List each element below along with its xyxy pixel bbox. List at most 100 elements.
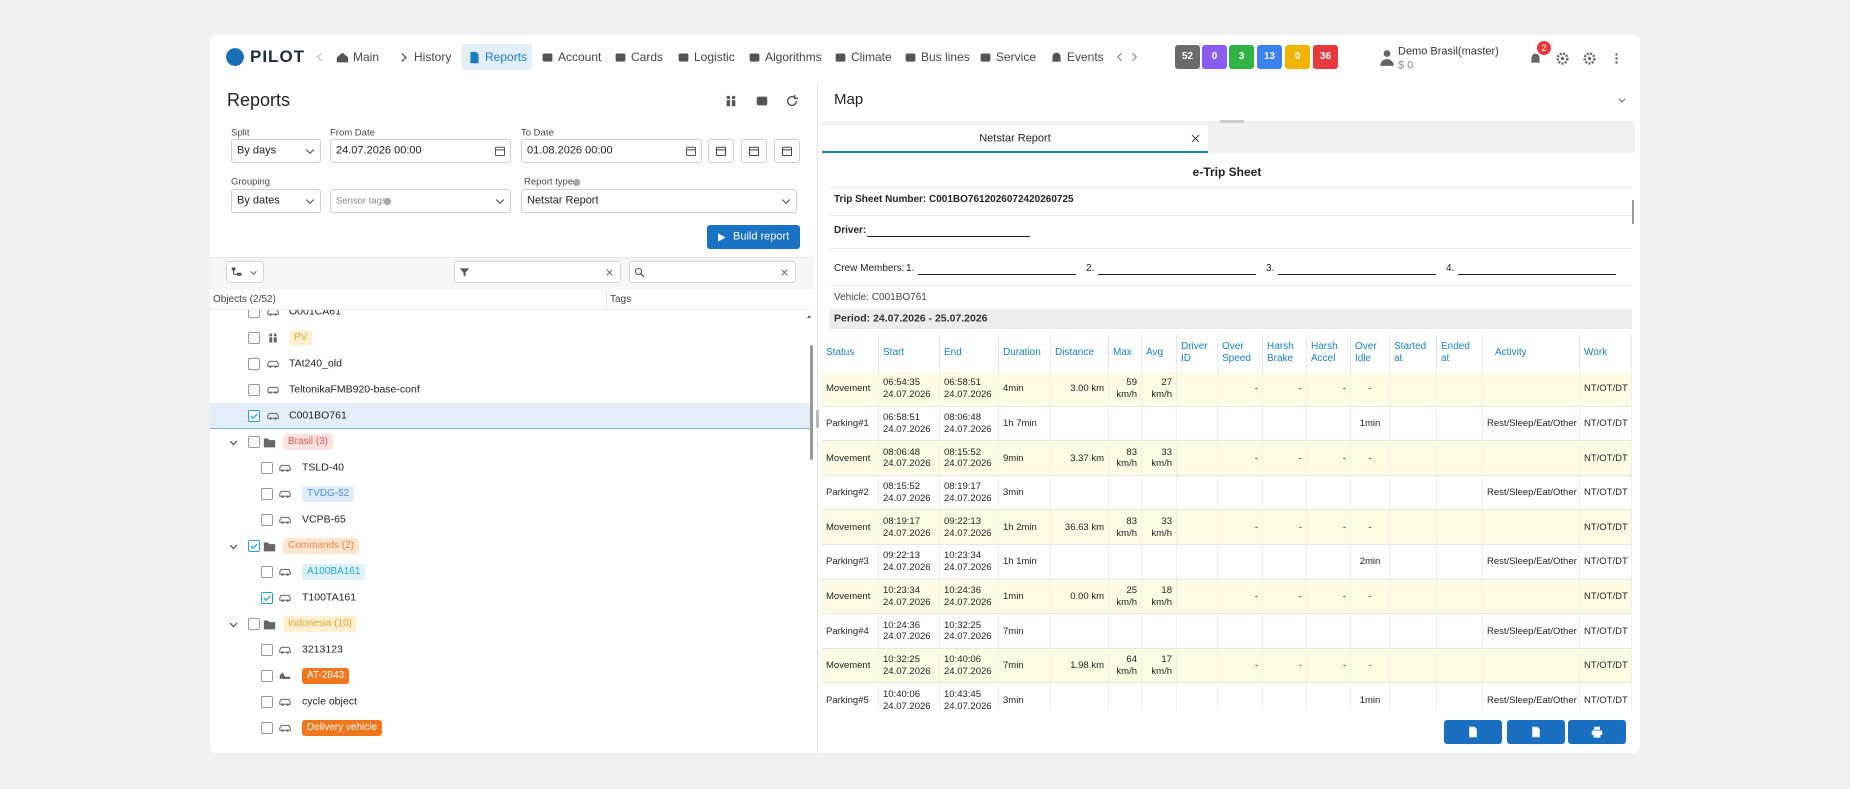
tree-row[interactable]: TSLD-40 bbox=[210, 455, 810, 481]
table-cell-text: 1min bbox=[1359, 417, 1381, 429]
table-cell: NT/OT/DT bbox=[1580, 510, 1632, 545]
tree-row[interactable]: TAt240_old bbox=[210, 351, 810, 377]
checkbox[interactable] bbox=[261, 488, 273, 500]
object-icon-shape bbox=[267, 386, 279, 393]
nav-icon-shape bbox=[749, 52, 760, 62]
export-button[interactable] bbox=[1444, 720, 1502, 744]
status-badge[interactable]: 52 bbox=[1175, 45, 1200, 69]
search-input[interactable] bbox=[629, 261, 796, 283]
menu-icon-shape bbox=[1615, 52, 1618, 56]
table-cell-line: 24.07.2026 bbox=[944, 458, 992, 470]
input[interactable]: Sensor tags bbox=[330, 189, 511, 213]
table-cell-line: 24.07.2026 bbox=[944, 389, 992, 401]
tree-row[interactable]: Delivery vehicle bbox=[210, 715, 810, 741]
checkbox[interactable] bbox=[261, 592, 273, 604]
export-button[interactable] bbox=[1507, 720, 1565, 744]
object-icon-shape bbox=[269, 365, 272, 368]
checkbox[interactable] bbox=[261, 670, 273, 682]
check-mark bbox=[250, 413, 258, 420]
tree-row[interactable]: PV bbox=[210, 325, 810, 351]
table-cell: NT/OT/DT bbox=[1580, 579, 1632, 615]
nav-item[interactable]: Bus lines bbox=[921, 49, 970, 64]
tree-row[interactable]: 3213123 bbox=[210, 637, 810, 663]
nav-item[interactable]: History bbox=[414, 49, 452, 64]
object-icon bbox=[279, 724, 291, 732]
checkbox[interactable] bbox=[248, 436, 260, 448]
table-cell-line: 83 bbox=[1126, 515, 1137, 527]
tree-row[interactable]: TeltonikaFMB920-base-conf bbox=[210, 377, 810, 403]
tree-mode-button[interactable] bbox=[226, 261, 264, 283]
date-preset-button[interactable] bbox=[708, 139, 734, 163]
object-icon-shape bbox=[263, 541, 276, 551]
status-badge[interactable]: 0 bbox=[1202, 45, 1227, 69]
tree-row[interactable]: cycle object bbox=[210, 689, 810, 715]
tree-row[interactable]: AT-2843 bbox=[210, 663, 810, 689]
checkbox[interactable] bbox=[248, 332, 260, 344]
date-preset-button[interactable] bbox=[774, 139, 800, 163]
checkbox[interactable] bbox=[261, 722, 273, 734]
tree-row[interactable]: T100TA161 bbox=[210, 585, 810, 611]
object-label: T100TA161 bbox=[302, 591, 357, 604]
date-preset-button[interactable] bbox=[741, 139, 767, 163]
chevron bbox=[250, 270, 257, 275]
table-cell bbox=[1390, 372, 1437, 407]
table-cell bbox=[1390, 648, 1437, 684]
nav-item[interactable]: Logistic bbox=[694, 49, 735, 64]
checkbox[interactable] bbox=[248, 410, 260, 422]
table-cell bbox=[1307, 406, 1351, 442]
input[interactable]: 01.08.2026 00:00 bbox=[521, 139, 702, 163]
export-icon-shape bbox=[1532, 726, 1540, 738]
checkbox[interactable] bbox=[248, 540, 260, 552]
table-cell: - bbox=[1263, 441, 1307, 476]
nav-item[interactable]: Reports bbox=[485, 49, 528, 64]
input[interactable]: 24.07.2026 00:00 bbox=[330, 139, 511, 163]
nav-item[interactable]: Climate bbox=[851, 49, 892, 64]
table-cell-text: Movement bbox=[826, 590, 871, 602]
filter-input[interactable] bbox=[454, 261, 621, 283]
report-tab[interactable]: Netstar Report bbox=[822, 125, 1208, 153]
checkbox[interactable] bbox=[261, 644, 273, 656]
nav-icon-shape bbox=[1051, 52, 1062, 62]
tree-row[interactable]: Commands (2) bbox=[210, 533, 810, 559]
tree-row[interactable]: TVDG-52 bbox=[210, 481, 810, 507]
checkbox[interactable] bbox=[248, 384, 260, 396]
nav-item[interactable]: Account bbox=[558, 49, 602, 64]
status-badge[interactable]: 13 bbox=[1257, 45, 1282, 69]
tree-row[interactable]: Brasil (3) bbox=[210, 429, 810, 455]
tree-row[interactable]: Indonesia (10) bbox=[210, 611, 810, 637]
checkbox[interactable] bbox=[261, 514, 273, 526]
checkbox[interactable] bbox=[261, 566, 273, 578]
table-cell-text: Parking#5 bbox=[826, 694, 869, 706]
nav-item[interactable]: Events bbox=[1067, 49, 1104, 64]
tree-row[interactable]: C001BO761 bbox=[210, 403, 810, 429]
nav-item[interactable]: Cards bbox=[631, 49, 664, 64]
input-icon-shape bbox=[685, 146, 697, 157]
export-button[interactable] bbox=[1568, 720, 1626, 744]
input[interactable]: By days bbox=[231, 139, 321, 163]
table-cell-line: km/h bbox=[1116, 458, 1137, 470]
status-badge[interactable]: 0 bbox=[1285, 45, 1310, 69]
table-cell-text: 3.00 km bbox=[1070, 383, 1104, 395]
table-cell bbox=[1351, 475, 1390, 511]
header-cell-line: Over bbox=[1222, 340, 1244, 352]
bell-icon bbox=[1530, 53, 1541, 63]
tree-row[interactable]: A100BA161 bbox=[210, 559, 810, 585]
input[interactable]: By dates bbox=[231, 189, 321, 213]
tree-row[interactable]: VCPB-65 bbox=[210, 507, 810, 533]
status-badge[interactable]: 3 bbox=[1229, 45, 1254, 69]
checkbox[interactable] bbox=[261, 696, 273, 708]
nav-item[interactable]: Main bbox=[353, 49, 380, 64]
checkbox[interactable] bbox=[248, 618, 260, 630]
nav-item[interactable]: Service bbox=[996, 49, 1037, 64]
table-cell-text: - bbox=[1298, 590, 1302, 602]
status-badge[interactable]: 36 bbox=[1313, 45, 1338, 69]
checkbox[interactable] bbox=[248, 310, 260, 318]
checkbox[interactable] bbox=[261, 462, 273, 474]
build-report-button[interactable]: Build report bbox=[707, 225, 800, 249]
checkbox[interactable] bbox=[248, 358, 260, 370]
tool-icon-shape bbox=[793, 94, 799, 100]
nav-item[interactable]: Algorithms bbox=[765, 49, 822, 64]
tree-row[interactable]: O001CA61 bbox=[210, 310, 810, 325]
table-row-bg bbox=[822, 614, 1632, 649]
input[interactable]: Netstar Report bbox=[521, 189, 797, 213]
